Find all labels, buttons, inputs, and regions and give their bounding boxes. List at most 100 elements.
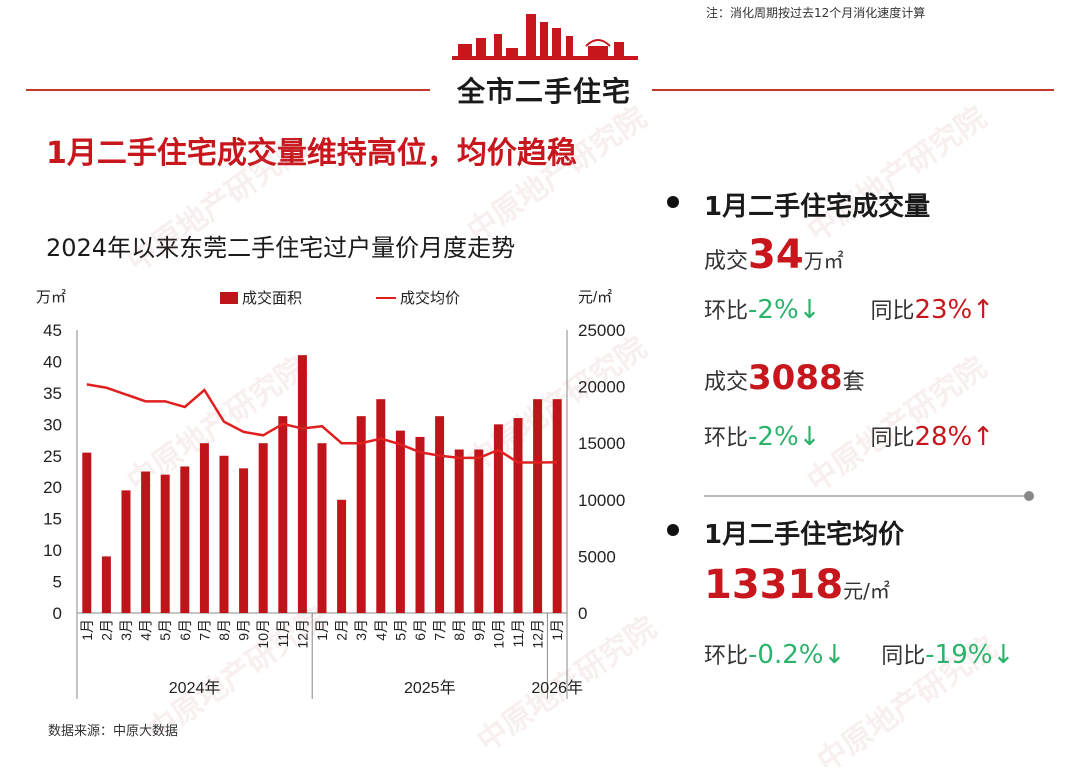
x-tick-label: 11月 (275, 619, 291, 648)
volume-title: 1月二手住宅成交量 (704, 192, 931, 222)
x-tick-label: 9月 (236, 619, 252, 641)
left-tick-label: 20 (43, 478, 62, 497)
volume-units-value: 3088 (748, 358, 843, 398)
x-tick-label: 8月 (216, 619, 232, 641)
bar (219, 455, 229, 613)
mom-value: -2% (748, 295, 799, 325)
left-tick-label: 15 (43, 510, 62, 529)
headline: 1月二手住宅成交量维持高位，均价趋稳 (46, 136, 577, 171)
right-tick-label: 25000 (578, 321, 625, 340)
x-tick-label: 1月 (314, 619, 330, 641)
volume-area-changes: 环比-2%↓ 同比23%↑ (704, 293, 994, 325)
footnote: 注：消化周期按过去12个月消化速度计算 (706, 6, 926, 20)
right-tick-label: 0 (578, 604, 587, 623)
year-label: 2025年 (404, 679, 456, 697)
bar (239, 468, 249, 613)
volume-units-unit: 套 (842, 370, 865, 395)
data-source: 数据来源：中原大数据 (48, 724, 179, 739)
x-tick-label: 5月 (157, 619, 173, 641)
volume-units-prefix: 成交 (704, 370, 749, 395)
watermark: 中原地产研究院 (800, 100, 994, 250)
price-value: 13318 (704, 562, 844, 608)
x-tick-label: 1月 (79, 619, 95, 641)
left-tick-label: 5 (53, 573, 62, 592)
mom-label: 环比 (704, 426, 749, 451)
price-line: 13318元/㎡ (704, 562, 890, 608)
left-tick-label: 40 (43, 352, 62, 371)
watermark: 中原地产研究院 (460, 100, 654, 250)
right-tick-label: 15000 (578, 434, 625, 453)
skyline-icon (452, 14, 638, 60)
x-tick-label: 5月 (392, 619, 408, 641)
yoy-label: 同比 (870, 299, 915, 324)
x-tick-label: 3月 (118, 619, 134, 641)
yoy-label: 同比 (881, 644, 926, 669)
bullet-icon (667, 196, 679, 208)
x-tick-label: 8月 (451, 619, 467, 641)
bar (278, 416, 288, 613)
bar (121, 490, 131, 613)
volume-area-prefix: 成交 (704, 249, 749, 274)
volume-area-unit: 万㎡ (803, 249, 844, 273)
bar (160, 474, 170, 613)
header-rule-right (652, 89, 1054, 91)
x-tick-label: 12月 (530, 619, 546, 649)
price-volume-chart: 万㎡ 元/㎡ 45 40 35 30 25 20 15 10 5 0 25000 20000 15000 10… (36, 289, 625, 699)
bar (513, 418, 523, 613)
price-title: 1月二手住宅均价 (704, 520, 905, 550)
bar (337, 499, 347, 613)
x-tick-label: 6月 (177, 619, 193, 641)
down-arrow-icon: ↓ (823, 640, 846, 670)
left-axis-unit: 万㎡ (36, 289, 66, 306)
mom-label: 环比 (704, 644, 749, 669)
chart-title: 2024年以来东莞二手住宅过户量价月度走势 (46, 234, 516, 262)
bar (435, 416, 445, 613)
bullet-icon (667, 524, 679, 536)
x-tick-label: 2月 (98, 619, 114, 641)
x-tick-label: 4月 (373, 619, 389, 641)
left-tick-label: 35 (43, 384, 62, 403)
mom-label: 环比 (704, 299, 749, 324)
left-tick-label: 25 (43, 447, 62, 466)
x-tick-label: 1月 (549, 619, 565, 641)
divider-dot-icon (1024, 491, 1034, 501)
right-tick-label: 5000 (578, 547, 616, 566)
down-arrow-icon: ↓ (798, 422, 821, 452)
right-tick-label: 20000 (578, 378, 625, 397)
left-tick-label: 10 (43, 541, 62, 560)
bar (376, 399, 386, 613)
section-divider (704, 495, 1026, 497)
bar (258, 443, 268, 613)
bar (474, 449, 484, 613)
header-rule-left (26, 89, 430, 91)
mom-value: -2% (748, 422, 799, 452)
bar (493, 424, 503, 613)
x-tick-label: 9月 (471, 619, 487, 641)
volume-units-changes: 环比-2%↓ 同比28%↑ (704, 420, 994, 452)
x-tick-label: 7月 (432, 619, 448, 641)
left-tick-label: 30 (43, 415, 62, 434)
bar (552, 399, 562, 613)
x-tick-label: 10月 (255, 619, 271, 649)
mom-value: -0.2% (748, 640, 824, 670)
bar (180, 466, 190, 613)
section-title: 全市二手住宅 (456, 75, 631, 108)
yoy-value: 23% (914, 295, 973, 325)
x-tick-label: 4月 (138, 619, 154, 641)
left-tick-label: 0 (53, 604, 62, 623)
x-tick-label: 3月 (353, 619, 369, 641)
x-tick-label: 7月 (196, 619, 212, 641)
volume-area-line: 成交34万㎡ (704, 232, 844, 278)
bar (101, 556, 111, 613)
down-arrow-icon: ↓ (992, 640, 1015, 670)
bar (533, 399, 543, 613)
yoy-label: 同比 (870, 426, 915, 451)
x-tick-label: 10月 (490, 619, 506, 649)
bar (82, 452, 92, 613)
bar (454, 449, 464, 613)
x-tick-label: 2月 (334, 619, 350, 641)
yoy-value: 28% (914, 422, 973, 452)
x-tick-label: 11月 (510, 619, 526, 648)
price-unit: 元/㎡ (843, 579, 890, 603)
right-axis-unit: 元/㎡ (578, 289, 612, 306)
